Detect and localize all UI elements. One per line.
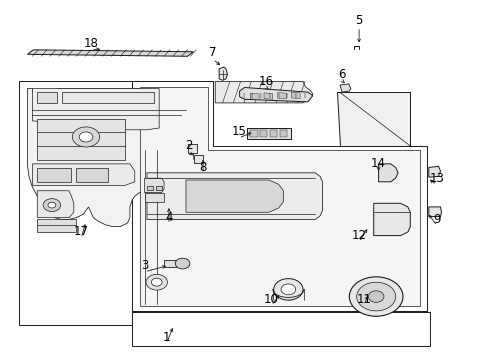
Text: 15: 15 [231, 125, 245, 138]
Polygon shape [147, 173, 322, 220]
Text: 7: 7 [209, 46, 216, 59]
Circle shape [79, 132, 93, 142]
Circle shape [273, 279, 303, 300]
Polygon shape [37, 191, 74, 218]
Polygon shape [185, 180, 283, 212]
Bar [269, 130, 277, 137]
Bar [19, 81, 212, 325]
Text: 8: 8 [199, 161, 206, 174]
Polygon shape [32, 164, 135, 185]
Polygon shape [246, 128, 290, 139]
Text: 11: 11 [356, 293, 371, 306]
Polygon shape [250, 93, 259, 100]
Polygon shape [32, 89, 159, 130]
Bar [260, 130, 267, 137]
Polygon shape [27, 50, 193, 56]
Circle shape [356, 282, 395, 311]
Text: 13: 13 [429, 172, 444, 185]
Polygon shape [37, 220, 76, 232]
Text: 16: 16 [259, 75, 273, 88]
Text: 17: 17 [74, 225, 88, 238]
Polygon shape [277, 93, 286, 99]
Polygon shape [378, 164, 397, 182]
Polygon shape [428, 166, 440, 177]
Polygon shape [264, 93, 272, 99]
Circle shape [72, 127, 100, 147]
Circle shape [175, 258, 189, 269]
Text: 2: 2 [184, 139, 192, 152]
Text: 14: 14 [370, 157, 386, 170]
Polygon shape [144, 178, 163, 193]
Polygon shape [291, 92, 300, 99]
Bar [279, 130, 286, 137]
Polygon shape [428, 207, 441, 217]
Bar [163, 260, 176, 267]
Bar [132, 312, 429, 346]
Text: 1: 1 [163, 330, 170, 343]
Polygon shape [140, 87, 419, 306]
Polygon shape [37, 119, 125, 160]
Text: 9: 9 [432, 213, 440, 226]
Polygon shape [132, 81, 427, 311]
Bar [37, 168, 71, 182]
Bar [194, 155, 203, 163]
Polygon shape [336, 92, 409, 146]
Bar [76, 168, 108, 182]
Circle shape [43, 199, 61, 212]
Polygon shape [37, 92, 57, 103]
Circle shape [367, 291, 383, 302]
Bar [144, 193, 163, 202]
Polygon shape [239, 87, 312, 102]
Text: 4: 4 [165, 211, 172, 224]
Bar [188, 144, 197, 153]
Text: 18: 18 [83, 36, 98, 50]
Polygon shape [219, 67, 227, 80]
Circle shape [348, 277, 402, 316]
Bar [156, 186, 161, 190]
Polygon shape [339, 84, 350, 92]
Polygon shape [373, 203, 409, 235]
Text: 5: 5 [355, 14, 362, 27]
Text: 12: 12 [351, 229, 366, 242]
Circle shape [281, 284, 295, 295]
Text: 10: 10 [264, 293, 278, 306]
Text: 6: 6 [338, 68, 345, 81]
Bar [147, 186, 153, 190]
Circle shape [48, 202, 56, 208]
Polygon shape [61, 92, 154, 103]
Circle shape [146, 274, 167, 290]
Polygon shape [27, 89, 190, 226]
Circle shape [151, 278, 162, 286]
Polygon shape [215, 81, 312, 103]
Bar [250, 130, 257, 137]
Text: 3: 3 [141, 259, 148, 272]
